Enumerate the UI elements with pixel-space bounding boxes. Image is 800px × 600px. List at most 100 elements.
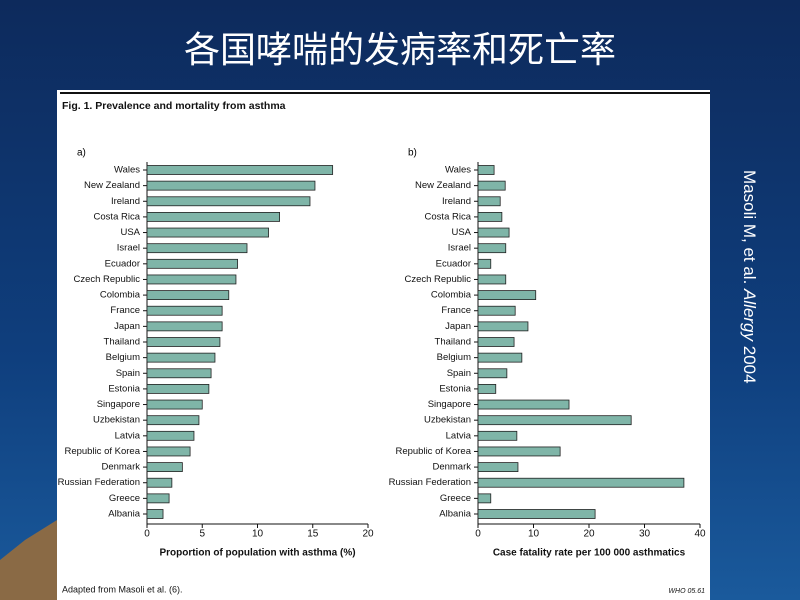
y-tick-label: Russian Federation — [58, 477, 140, 488]
y-tick-label: Czech Republic — [73, 274, 140, 285]
bar — [146, 321, 223, 332]
panel-label: a) — [77, 148, 86, 159]
bar — [477, 180, 506, 191]
bar — [146, 462, 183, 472]
bar — [146, 415, 200, 426]
bar — [146, 384, 210, 394]
y-tick-label: Japan — [114, 321, 140, 332]
bar — [146, 352, 216, 363]
bar — [146, 509, 164, 519]
bar — [477, 415, 632, 426]
y-tick-label: Costa Rica — [425, 211, 472, 222]
figure-source: Adapted from Masoli et al. (6). — [62, 584, 183, 594]
bar — [146, 227, 269, 238]
bar — [146, 477, 173, 488]
bar — [146, 180, 316, 191]
x-tick-label: 0 — [144, 529, 150, 540]
bar — [146, 493, 170, 504]
y-tick-label: Singapore — [428, 399, 471, 410]
bar — [477, 509, 596, 519]
x-tick-label: 10 — [252, 529, 264, 540]
slide-title: 各国哮喘的发病率和死亡率 — [184, 30, 616, 71]
y-tick-label: Wales — [114, 165, 140, 176]
panel-label: b) — [408, 148, 417, 159]
figure-code: WHO 05.61 — [668, 588, 705, 595]
y-tick-label: Albania — [439, 509, 471, 520]
bar — [477, 462, 519, 472]
y-tick-label: Greece — [440, 493, 471, 504]
y-tick-label: Czech Republic — [404, 274, 471, 285]
y-tick-label: Israel — [448, 243, 471, 254]
y-tick-label: Greece — [109, 493, 140, 504]
mountain — [0, 520, 57, 600]
y-tick-label: USA — [120, 227, 140, 238]
y-tick-label: Ecuador — [105, 258, 140, 269]
y-tick-label: Uzbekistan — [424, 415, 471, 426]
y-tick-label: Japan — [445, 321, 471, 332]
x-tick-label: 20 — [583, 529, 595, 540]
y-tick-label: Denmark — [101, 462, 140, 473]
y-tick-label: Latvia — [115, 430, 141, 441]
y-tick-label: France — [110, 305, 140, 316]
bar — [146, 243, 248, 254]
y-tick-label: Republic of Korea — [64, 446, 140, 457]
bar — [146, 430, 195, 441]
bar — [146, 290, 230, 300]
bar — [477, 258, 492, 269]
y-tick-label: Colombia — [100, 290, 141, 301]
y-tick-label: Israel — [117, 243, 140, 254]
bar — [146, 212, 281, 222]
figure-title: Fig. 1. Prevalence and mortality from as… — [62, 100, 286, 112]
y-tick-label: Spain — [447, 368, 471, 379]
x-tick-label: 30 — [639, 529, 651, 540]
x-tick-label: 5 — [199, 529, 205, 540]
bar — [477, 430, 518, 441]
y-tick-label: Belgium — [106, 352, 140, 363]
x-axis-label: Case fatality rate per 100 000 asthmatic… — [493, 548, 686, 559]
y-tick-label: Spain — [116, 368, 140, 379]
bar — [477, 352, 523, 363]
side-note-authors: Masoli M, et al. — [740, 170, 759, 289]
bar — [146, 258, 239, 269]
y-tick-label: Ireland — [442, 196, 471, 207]
bar — [477, 196, 501, 207]
y-tick-label: Russian Federation — [389, 477, 471, 488]
bar — [146, 165, 334, 175]
bar — [477, 227, 510, 238]
bar — [477, 446, 561, 457]
y-tick-label: Wales — [445, 165, 471, 176]
bar — [146, 337, 221, 347]
y-tick-label: Thailand — [104, 337, 140, 348]
bar — [146, 368, 212, 379]
bar — [146, 274, 237, 285]
bar — [477, 305, 516, 316]
bar — [146, 196, 311, 207]
y-tick-label: Colombia — [431, 290, 472, 301]
x-tick-label: 40 — [694, 529, 706, 540]
bar — [146, 446, 191, 457]
bar — [477, 274, 507, 285]
y-tick-label: Thailand — [435, 337, 471, 348]
y-tick-label: Singapore — [97, 399, 140, 410]
y-tick-label: Republic of Korea — [395, 446, 471, 457]
side-note-year: 2004 — [740, 341, 759, 384]
y-tick-label: Albania — [108, 509, 140, 520]
x-tick-label: 15 — [307, 529, 319, 540]
y-tick-label: Latvia — [446, 430, 472, 441]
bar — [146, 305, 223, 316]
x-tick-label: 20 — [362, 529, 374, 540]
x-axis-label: Proportion of population with asthma (%) — [159, 548, 355, 559]
bar — [477, 368, 508, 379]
bar — [477, 212, 503, 222]
y-tick-label: Estonia — [439, 383, 471, 394]
bar — [477, 399, 570, 410]
x-tick-label: 10 — [528, 529, 540, 540]
y-tick-label: New Zealand — [84, 180, 140, 191]
y-tick-label: France — [441, 305, 471, 316]
y-tick-label: Costa Rica — [94, 211, 141, 222]
y-tick-label: Ecuador — [436, 258, 471, 269]
bar — [477, 243, 507, 254]
y-tick-label: Uzbekistan — [93, 415, 140, 426]
side-note: Masoli M, et al. Allergy 2004 — [740, 170, 759, 384]
